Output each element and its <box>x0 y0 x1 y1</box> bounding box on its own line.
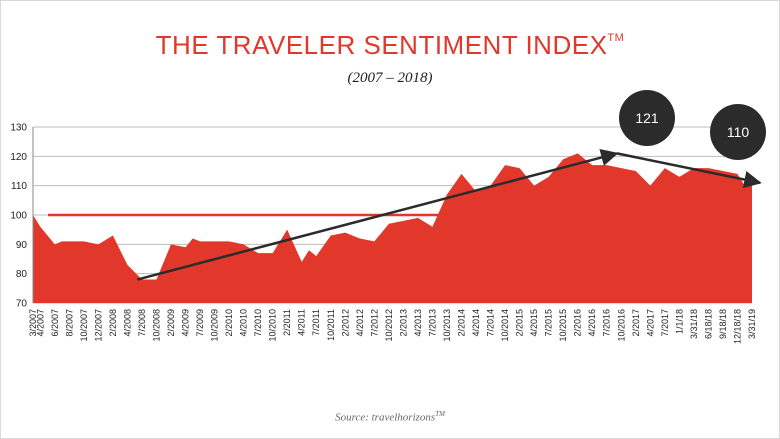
x-tick-label-6: 2/2008 <box>108 309 118 337</box>
source-trademark: TM <box>435 410 445 418</box>
x-tick-label-49: 12/18/18 <box>732 309 742 344</box>
x-tick-label-27: 4/2013 <box>413 309 423 337</box>
x-tick-label-4: 10/2007 <box>79 309 89 342</box>
source-note: Source: travelhorizonsTM <box>0 410 780 424</box>
x-tick-label-32: 7/2014 <box>486 309 496 337</box>
x-tick-label-28: 7/2013 <box>427 309 437 337</box>
x-tick-label-20: 7/2011 <box>311 309 321 336</box>
x-tick-label-12: 7/2009 <box>195 309 205 337</box>
callout-label-110: 110 <box>727 124 750 140</box>
callout-label-121: 121 <box>635 110 659 126</box>
trend-arrow-1 <box>136 148 619 281</box>
x-tick-label-13: 10/2009 <box>210 309 220 342</box>
chart-subtitle: (2007 – 2018) <box>347 70 433 86</box>
x-tick-label-5: 12/2007 <box>93 309 103 342</box>
x-tick-label-14: 2/2010 <box>224 309 234 337</box>
chart-title: THE TRAVELER SENTIMENT INDEXTM <box>0 30 780 61</box>
x-tick-label-9: 10/2008 <box>151 309 161 342</box>
y-tick-label-130: 130 <box>10 123 27 134</box>
x-tick-label-30: 2/2014 <box>456 309 466 337</box>
y-tick-label-80: 80 <box>16 269 28 280</box>
x-tick-label-47: 6/18/18 <box>703 309 713 339</box>
x-tick-label-40: 7/2016 <box>602 309 612 337</box>
x-tick-label-15: 4/2010 <box>239 309 249 337</box>
chart-title-text: THE TRAVELER SENTIMENT INDEX <box>155 30 608 60</box>
x-tick-label-37: 10/2015 <box>558 309 568 342</box>
trademark-mark: TM <box>607 32 625 44</box>
x-tick-label-16: 7/2010 <box>253 309 263 337</box>
x-tick-label-18: 2/2011 <box>282 309 292 336</box>
trend-arrow-2 <box>616 152 762 189</box>
y-tick-label-110: 110 <box>11 181 27 192</box>
x-tick-label-33: 10/2014 <box>500 309 510 342</box>
x-tick-label-0: 3/2007 <box>28 309 38 337</box>
x-tick-label-8: 7/2008 <box>137 309 147 337</box>
x-tick-label-34: 2/2015 <box>515 309 525 337</box>
x-tick-label-50: 3/31/19 <box>747 309 757 339</box>
y-tick-label-100: 100 <box>10 211 27 222</box>
x-tick-label-24: 7/2012 <box>369 309 379 337</box>
x-tick-label-46: 3/31/18 <box>689 309 699 339</box>
x-tick-label-45: 1/1/18 <box>674 309 684 334</box>
x-tick-label-29: 10/2013 <box>442 309 452 342</box>
callout-circle-110 <box>710 104 766 160</box>
x-tick-label-21: 10/2011 <box>326 309 336 341</box>
x-tick-label-44: 7/2017 <box>660 309 670 337</box>
x-tick-label-11: 4/2009 <box>181 309 191 337</box>
x-tick-label-10: 2/2009 <box>166 309 176 337</box>
x-tick-label-25: 10/2012 <box>384 309 394 342</box>
x-tick-label-19: 4/2011 <box>297 309 307 336</box>
x-tick-label-26: 2/2013 <box>398 309 408 337</box>
source-text: Source: travelhorizons <box>335 411 436 424</box>
x-tick-label-22: 2/2012 <box>340 309 350 337</box>
x-tick-label-36: 7/2015 <box>544 309 554 337</box>
x-tick-label-23: 4/2012 <box>355 309 365 337</box>
x-tick-label-17: 10/2010 <box>268 309 278 342</box>
x-tick-label-43: 4/2017 <box>645 309 655 337</box>
x-tick-label-1: 4/2007 <box>35 309 45 337</box>
x-tick-label-41: 10/2016 <box>616 309 626 342</box>
x-tick-label-39: 4/2016 <box>587 309 597 337</box>
x-tick-label-2: 6/2007 <box>50 309 60 337</box>
x-tick-label-3: 8/2007 <box>64 309 74 337</box>
y-tick-label-90: 90 <box>16 240 28 251</box>
x-tick-label-31: 4/2014 <box>471 309 481 337</box>
x-tick-label-42: 2/2017 <box>631 309 641 337</box>
x-tick-label-38: 2/2016 <box>573 309 583 337</box>
x-tick-label-35: 4/2015 <box>529 309 539 337</box>
y-tick-label-70: 70 <box>16 299 28 310</box>
callout-circle-121 <box>619 90 675 146</box>
x-tick-label-7: 4/2008 <box>122 309 132 337</box>
y-tick-label-120: 120 <box>10 152 27 163</box>
area-series <box>33 153 752 303</box>
x-tick-label-48: 9/18/18 <box>718 309 728 339</box>
